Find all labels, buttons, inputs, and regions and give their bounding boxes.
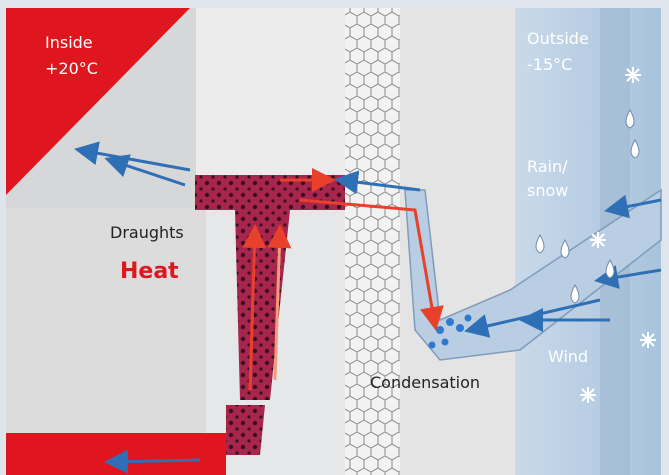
- scene: [6, 8, 662, 475]
- draughts-label: Draughts: [110, 223, 184, 242]
- outside-label: Outside: [527, 29, 589, 48]
- condensation-label: Condensation: [370, 373, 480, 392]
- heat-label: Heat: [120, 259, 179, 284]
- inside-temp: +20°C: [45, 59, 98, 78]
- snow-label: snow: [527, 181, 568, 200]
- inside-label: Inside: [45, 33, 93, 52]
- wind-label: Wind: [548, 347, 588, 366]
- outside-temp: -15°C: [527, 55, 572, 74]
- rain-label: Rain/: [527, 157, 568, 176]
